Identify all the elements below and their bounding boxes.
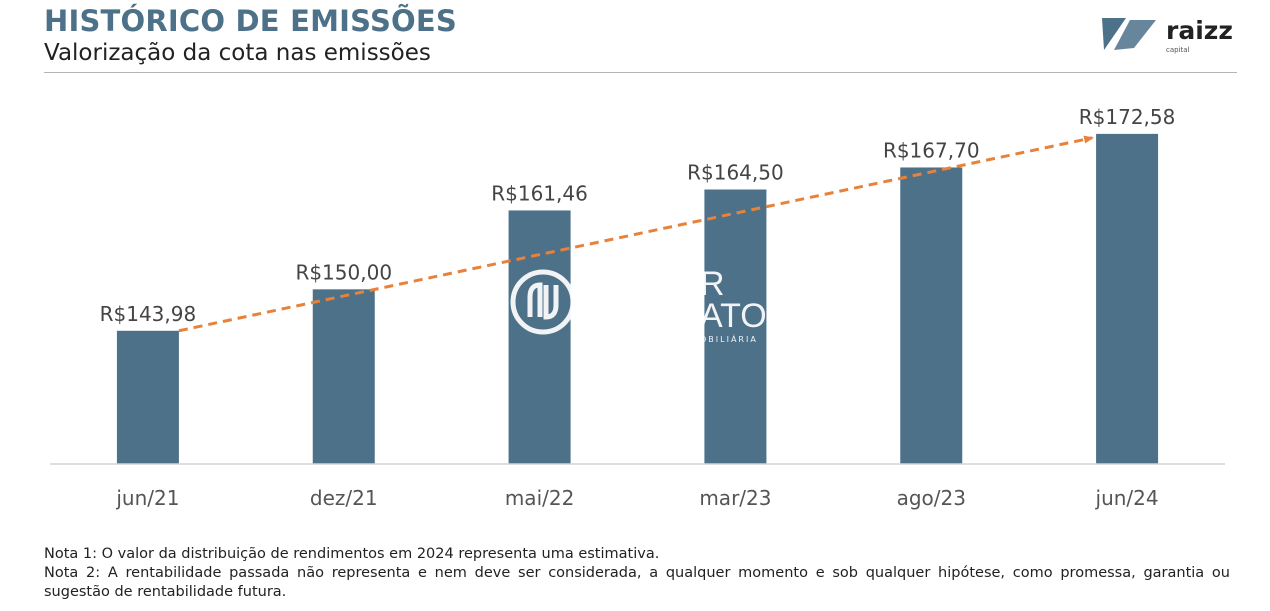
data-label: R$161,46 <box>491 181 588 205</box>
page-subtitle: Valorização da cota nas emissões <box>44 40 431 66</box>
x-tick-label: jun/21 <box>115 486 179 510</box>
page-title: HISTÓRICO DE EMISSÕES <box>44 4 457 38</box>
trend-arrow <box>178 135 1095 333</box>
note-1: Nota 1: O valor da distribuição de rendi… <box>44 546 660 562</box>
emissions-bar-chart: R$143,98 jun/21 R$150,00 dez/21 R$161,46 mai/… <box>50 105 1225 510</box>
watermark-text-2: ATO <box>700 297 767 335</box>
watermark-text-1: R <box>700 265 725 303</box>
raizz-logo: raizz capital <box>1100 14 1240 60</box>
data-label: R$167,70 <box>883 138 980 162</box>
data-label: R$150,00 <box>295 260 392 284</box>
footnotes: Nota 1: O valor da distribuição de rendi… <box>44 545 1230 602</box>
bar-jun-21 <box>116 330 179 464</box>
bar-mar-23 <box>704 189 767 464</box>
watermark-text-3: OBILIÁRIA <box>700 335 758 344</box>
bar-jun-24 <box>1096 133 1159 464</box>
raizz-logo-icon <box>1102 18 1156 50</box>
x-tick-label: jun/24 <box>1095 486 1159 510</box>
data-label: R$172,58 <box>1079 105 1176 129</box>
data-label: R$143,98 <box>100 302 197 326</box>
logo-wordmark: raizz <box>1166 16 1233 45</box>
watermark: R ATO OBILIÁRIA <box>510 263 780 344</box>
x-tick-label: dez/21 <box>310 486 378 510</box>
note-2: Nota 2: A rentabilidade passada não repr… <box>44 565 1230 600</box>
header-divider <box>44 72 1237 73</box>
logo-subtext: capital <box>1166 46 1190 54</box>
data-label: R$164,50 <box>687 161 784 185</box>
bar-mai-22 <box>508 210 571 464</box>
bar-ago-23 <box>900 167 963 464</box>
x-tick-label: mai/22 <box>505 486 574 510</box>
bar-dez-21 <box>312 289 375 464</box>
x-tick-label: ago/23 <box>897 486 966 510</box>
x-tick-label: mar/23 <box>699 486 771 510</box>
watermark-logo-icon <box>510 269 576 335</box>
